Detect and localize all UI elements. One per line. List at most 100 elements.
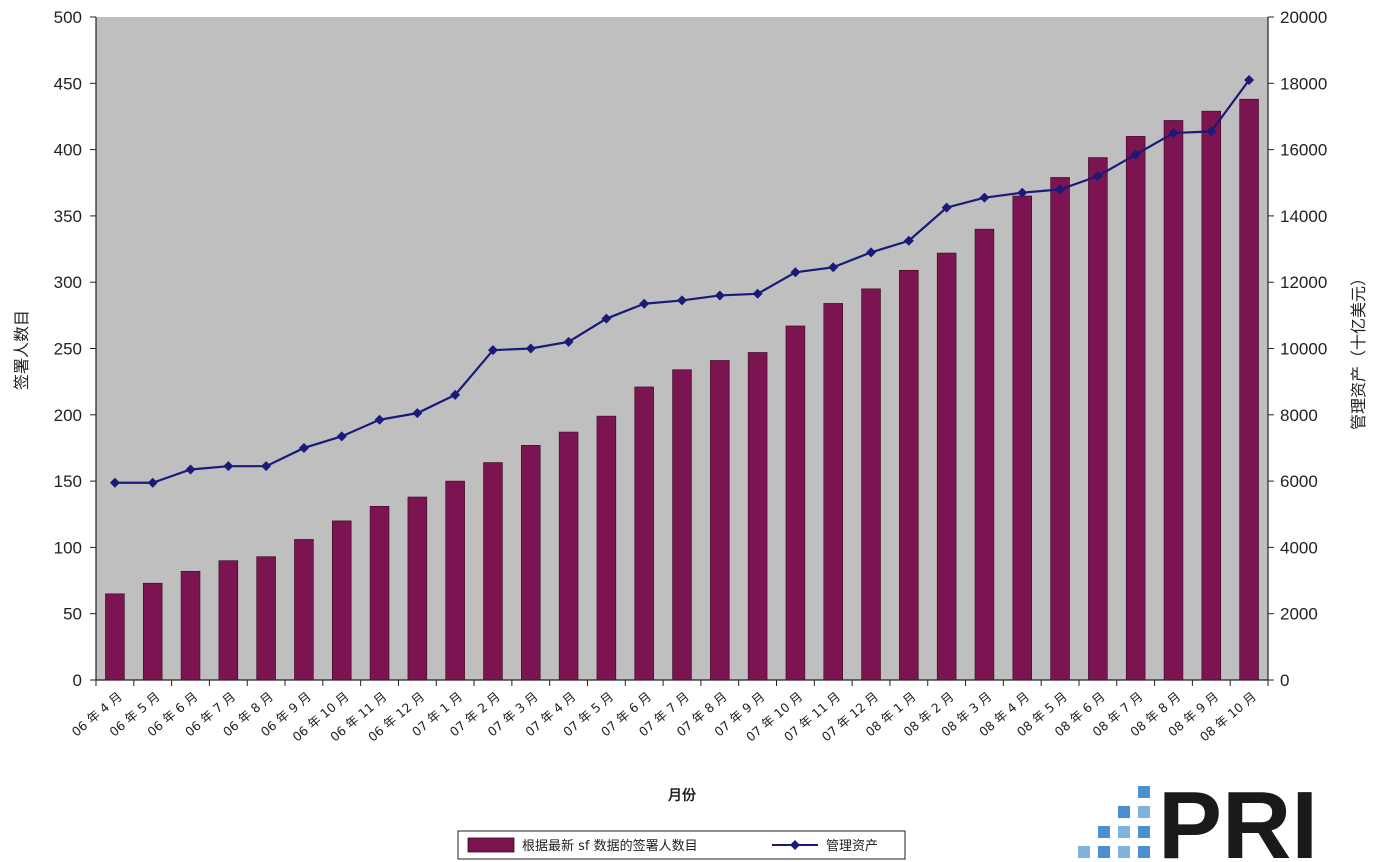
y2-tick-label: 4000 (1280, 538, 1318, 557)
line-marker (525, 343, 536, 354)
bar (294, 539, 314, 681)
y-tick-label: 50 (63, 605, 82, 624)
x-axis-ticks: 06 年 4 月06 年 5 月06 年 6 月06 年 7 月06 年 8 月… (69, 680, 1269, 744)
bar (369, 505, 390, 681)
y-tick-label: 300 (54, 273, 82, 292)
y-tick-label: 500 (54, 8, 82, 27)
bar (899, 269, 919, 681)
bar (1088, 157, 1108, 681)
pri-logo: PRI (1078, 772, 1318, 862)
y2-tick-label: 20000 (1280, 8, 1327, 27)
line-marker (979, 192, 990, 203)
y2-tick-label: 2000 (1280, 605, 1318, 624)
bar (936, 252, 957, 681)
bar (1201, 110, 1222, 681)
bar (1125, 136, 1146, 681)
line-marker (866, 247, 877, 258)
y2-tick-label: 0 (1280, 671, 1289, 690)
bar (823, 303, 843, 681)
line-marker (639, 298, 650, 309)
y2-axis-title: 管理资产（十亿美元） (1349, 270, 1368, 430)
y-axis-title: 签署人数目 (12, 310, 31, 390)
line-marker (147, 477, 158, 488)
logo-square (1138, 846, 1150, 858)
x-axis-title: 月份 (667, 787, 697, 804)
line-marker (336, 431, 347, 442)
bar (218, 560, 239, 681)
bar (331, 520, 352, 681)
line-marker (1055, 184, 1066, 195)
line-marker (1092, 171, 1103, 182)
y2-tick-label: 14000 (1280, 207, 1327, 226)
line-marker (1244, 74, 1255, 85)
y2-tick-label: 16000 (1280, 141, 1327, 160)
logo-square (1078, 846, 1090, 858)
right-axis-ticks: 0 2000 4000 6000 8000 10000 12000 14000 16000 180… (1268, 8, 1327, 690)
line-marker (298, 442, 309, 453)
bar (974, 228, 995, 681)
legend-box (457, 830, 906, 860)
logo-square (1098, 826, 1110, 838)
line-marker (677, 295, 687, 306)
bar (596, 415, 617, 681)
line-marker (450, 389, 461, 400)
bar (861, 288, 881, 681)
y2-tick-label: 8000 (1280, 406, 1318, 425)
bar (180, 570, 201, 681)
bar (747, 352, 768, 681)
logo-square (1098, 846, 1110, 858)
bar (672, 369, 692, 681)
left-axis-ticks: 0 50 100 150 200 250 300 350 400 450 500 (54, 8, 96, 690)
line-marker (601, 313, 612, 324)
bar (445, 480, 465, 681)
y2-tick-label: 12000 (1280, 273, 1327, 292)
line-marker (223, 461, 234, 472)
y-tick-label: 350 (54, 207, 82, 226)
line-marker (752, 288, 763, 299)
line-marker (828, 262, 839, 273)
y-tick-label: 200 (54, 406, 82, 425)
legend-swatch-bar (467, 837, 515, 853)
y-tick-label: 0 (73, 671, 82, 690)
y2-tick-label: 6000 (1280, 472, 1318, 491)
bar (1239, 98, 1259, 681)
bar (105, 593, 125, 681)
logo-text: PRI (1158, 772, 1318, 862)
line-marker (487, 345, 498, 356)
y-tick-label: 250 (54, 340, 82, 359)
y2-tick-label: 18000 (1280, 74, 1327, 93)
bar (483, 462, 503, 681)
legend-label-bar: 根据最新 sf 数据的签署人数目 (522, 838, 698, 854)
line-marker (412, 408, 423, 419)
bar (256, 556, 276, 681)
y-tick-label: 400 (54, 141, 82, 160)
y-tick-label: 100 (54, 538, 82, 557)
legend: 根据最新 sf 数据的签署人数目 管理资产 (457, 830, 906, 860)
line-marker (374, 414, 385, 425)
line-marker (109, 477, 120, 488)
line-marker (941, 202, 952, 213)
bar (785, 325, 806, 681)
bar-series (105, 98, 1259, 681)
line-marker (1017, 187, 1028, 198)
line-marker (790, 267, 801, 278)
bar (142, 582, 163, 681)
bar (1163, 120, 1184, 681)
legend-label-line: 管理资产 (826, 839, 878, 854)
bar (1050, 177, 1070, 681)
bar (407, 496, 428, 681)
line-marker (714, 290, 725, 301)
logo-square (1118, 826, 1130, 838)
y2-tick-label: 10000 (1280, 340, 1327, 359)
logo-square (1118, 806, 1130, 818)
logo-square (1118, 846, 1130, 858)
line-marker (563, 336, 574, 347)
logo-square (1138, 826, 1150, 838)
y-tick-label: 150 (54, 472, 82, 491)
bar (521, 444, 541, 681)
line-marker (1130, 149, 1141, 160)
legend-marker-diamond (790, 840, 800, 850)
line-series (109, 74, 1255, 488)
bar (558, 431, 579, 681)
